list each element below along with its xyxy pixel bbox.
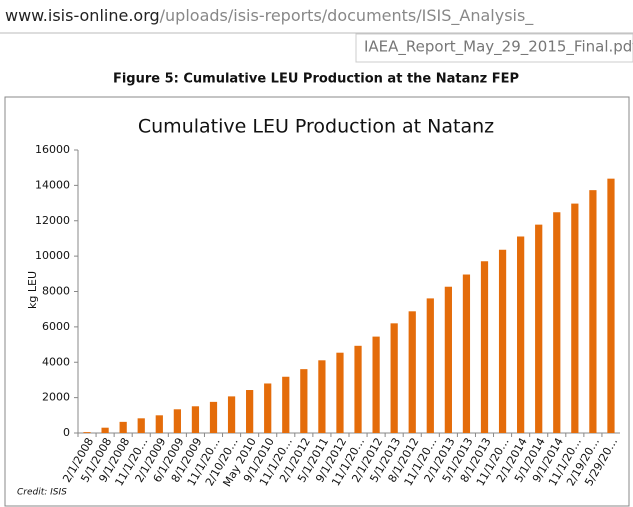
bar	[498, 249, 507, 433]
y-tick-label: 4000	[42, 355, 70, 368]
bar	[462, 274, 471, 433]
bar	[444, 286, 452, 433]
bar	[589, 190, 597, 433]
bar	[372, 336, 380, 433]
bar	[354, 345, 362, 433]
bar	[227, 396, 236, 433]
y-tick-label: 10000	[35, 249, 70, 262]
bar	[426, 298, 434, 433]
credit: Credit: ISIS	[17, 488, 67, 498]
y-tick-label: 8000	[42, 285, 70, 298]
address-bar	[0, 0, 633, 34]
bar	[173, 409, 181, 433]
y-tick-label: 2000	[42, 391, 70, 404]
url[interactable]: www.isis-online.org/uploads/isis-reports…	[5, 6, 534, 26]
bar	[480, 261, 489, 433]
bar	[119, 421, 127, 433]
bar	[318, 360, 326, 433]
bar	[155, 415, 163, 433]
url-tail-box	[355, 33, 633, 63]
figure-caption: Figure 5: Cumulative LEU Production at t…	[113, 72, 519, 87]
y-tick-label: 12000	[35, 214, 70, 227]
bar	[209, 401, 218, 433]
bar	[300, 369, 308, 433]
bar	[137, 418, 145, 433]
url-file: IAEA_Report_May_29_2015_Final.pdf	[364, 38, 633, 57]
url-host: www.isis-online.org	[5, 6, 160, 25]
y-tick-label: 0	[63, 426, 70, 439]
bar	[553, 212, 561, 433]
bar	[336, 352, 344, 433]
y-axis-label: kg LEU	[26, 271, 39, 309]
bar	[191, 406, 200, 433]
y-tick-label: 14000	[35, 178, 70, 191]
bar	[264, 383, 272, 433]
bar	[535, 224, 543, 433]
bar	[246, 390, 254, 433]
bar	[101, 427, 109, 433]
y-tick-label: 6000	[42, 320, 70, 333]
bar	[517, 236, 525, 433]
chart-frame	[4, 96, 630, 507]
y-tick-label: 16000	[35, 143, 70, 156]
bar	[282, 376, 290, 433]
bar	[571, 203, 579, 433]
bar	[607, 178, 615, 433]
bar	[390, 323, 398, 433]
bar	[408, 311, 416, 433]
chart-title: Cumulative LEU Production at Natanz	[138, 116, 494, 138]
bar	[83, 432, 91, 433]
url-path: /uploads/isis-reports/documents/ISIS_Ana…	[160, 6, 535, 26]
